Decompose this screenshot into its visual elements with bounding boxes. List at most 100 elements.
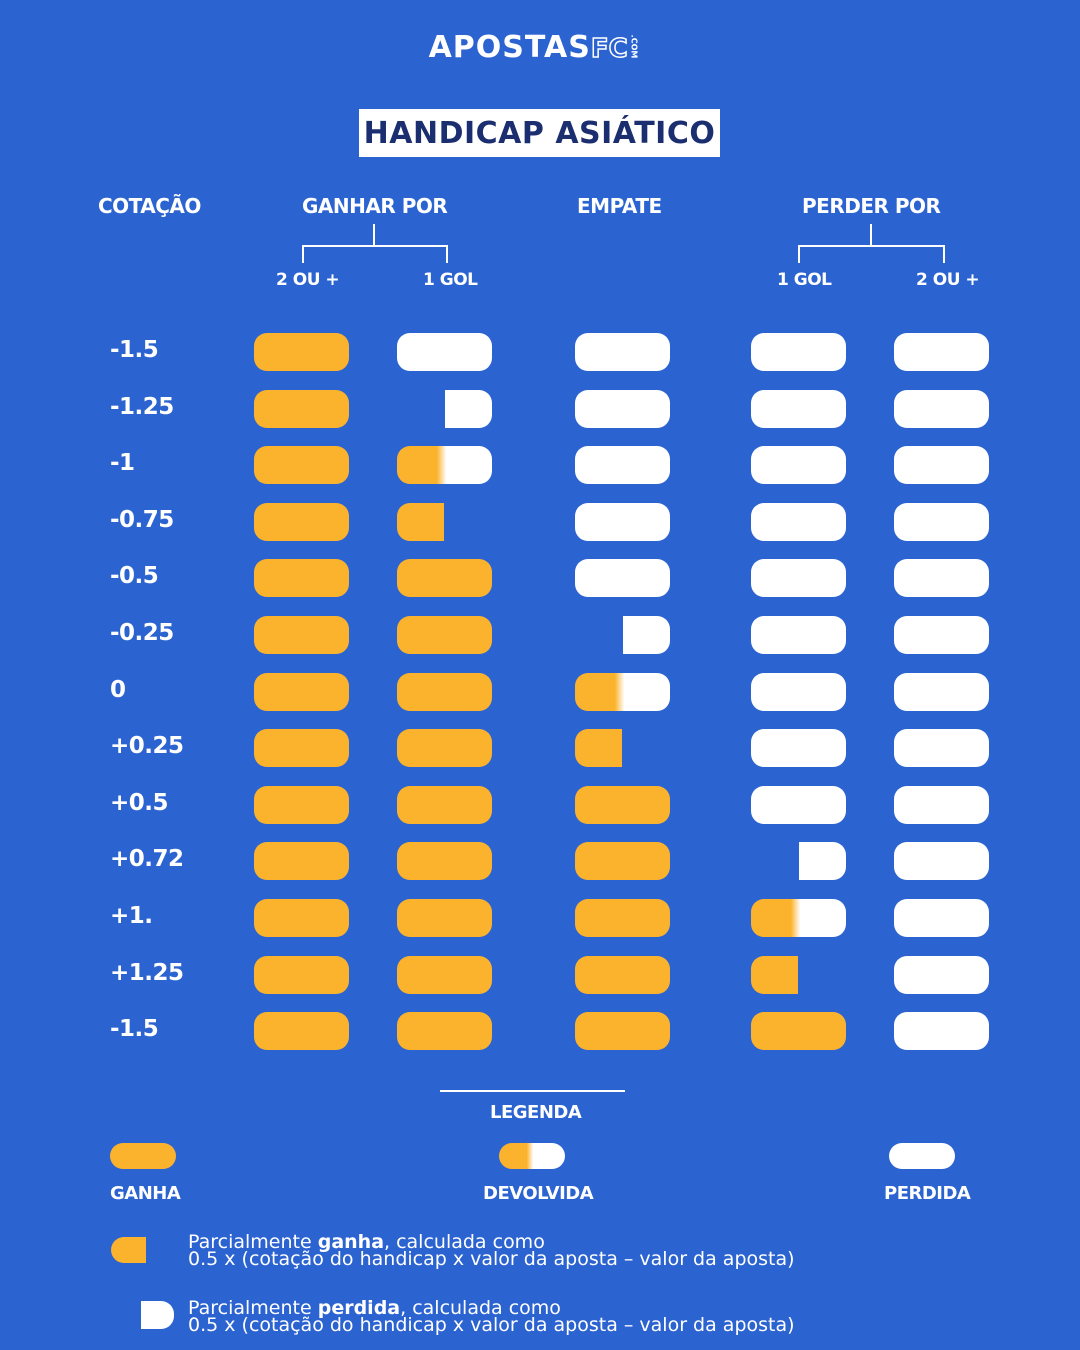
legend-perdida-label: PERDIDA: [884, 1183, 971, 1204]
row-label: -1.25: [110, 394, 174, 420]
cell-ganhar_1-parcialmente_ganha: [397, 503, 444, 541]
cell-perder_2-perdida: [894, 842, 989, 880]
cell-empate-perdida: [575, 333, 670, 371]
row-label: +1.: [110, 903, 153, 929]
row-label: -1.5: [110, 1016, 159, 1042]
header-ganhar-por: GANHAR POR: [302, 194, 448, 218]
note-ganha-pre: Parcialmente: [188, 1231, 318, 1253]
cell-empate-perdida: [575, 446, 670, 484]
cell-perder_2-perdida: [894, 1012, 989, 1050]
subheader-perder-2: 2 OU +: [916, 270, 980, 290]
cell-empate-parcialmente_perdida: [623, 616, 670, 654]
header-perder-por: PERDER POR: [802, 194, 941, 218]
cell-perder_2-perdida: [894, 333, 989, 371]
cell-empate-perdida: [575, 390, 670, 428]
cell-perder_1-perdida: [751, 673, 846, 711]
cell-perder_2-perdida: [894, 786, 989, 824]
cell-ganhar_1-parcialmente_perdida: [445, 390, 492, 428]
cell-ganhar_2-ganha: [254, 559, 349, 597]
cell-perder_2-perdida: [894, 673, 989, 711]
perder-bracket-stem: [870, 224, 872, 246]
brand-main: APOSTAS: [428, 30, 591, 65]
cell-ganhar_1-ganha: [397, 786, 492, 824]
cell-perder_1-ganha: [751, 1012, 846, 1050]
cell-empate-ganha: [575, 786, 670, 824]
legend-devolvida-label: DEVOLVIDA: [483, 1183, 594, 1204]
row-label: -0.5: [110, 563, 159, 589]
note-perdida-formula: 0.5 x (cotação do handicap x valor da ap…: [188, 1314, 795, 1336]
ganhar-bracket-stem: [373, 224, 375, 246]
cell-ganhar_1-devolvida: [397, 446, 492, 484]
note-ganha-bold: ganha: [317, 1231, 385, 1253]
cell-ganhar_1-ganha: [397, 729, 492, 767]
cell-ganhar_2-ganha: [254, 390, 349, 428]
row-label: 0: [110, 677, 126, 703]
row-label: +0.25: [110, 733, 184, 759]
page-title: HANDICAP ASIÁTICO: [359, 109, 720, 157]
cell-ganhar_2-ganha: [254, 673, 349, 711]
cell-perder_2-perdida: [894, 729, 989, 767]
cell-ganhar_2-ganha: [254, 786, 349, 824]
note-ganha-post: , calculada como: [384, 1231, 545, 1253]
legend-devolvida-swatch: [499, 1143, 565, 1169]
row-label: -0.75: [110, 507, 174, 533]
brand-logo: APOSTASFC.COM: [0, 30, 1080, 65]
cell-perder_2-perdida: [894, 956, 989, 994]
row-label: +0.72: [110, 846, 184, 872]
cell-ganhar_2-ganha: [254, 1012, 349, 1050]
cell-empate-ganha: [575, 956, 670, 994]
cell-empate-ganha: [575, 1012, 670, 1050]
legend-ganha-label: GANHA: [110, 1183, 181, 1204]
cell-empate-devolvida: [575, 673, 670, 711]
cell-ganhar_2-ganha: [254, 956, 349, 994]
cell-ganhar_2-ganha: [254, 333, 349, 371]
ganhar-bracket: [302, 245, 448, 263]
legend-perdida-swatch: [889, 1143, 955, 1169]
cell-perder_1-perdida: [751, 786, 846, 824]
cell-empate-perdida: [575, 503, 670, 541]
cell-perder_1-perdida: [751, 559, 846, 597]
cell-perder_1-parcialmente_perdida: [799, 842, 846, 880]
row-label: +1.25: [110, 960, 184, 986]
cell-ganhar_1-ganha: [397, 956, 492, 994]
cell-ganhar_2-ganha: [254, 842, 349, 880]
cell-perder_1-devolvida: [751, 899, 846, 937]
perder-bracket: [798, 245, 945, 263]
cell-ganhar_1-ganha: [397, 1012, 492, 1050]
cell-empate-ganha: [575, 899, 670, 937]
cell-ganhar_1-ganha: [397, 842, 492, 880]
partial-ganha-swatch: [111, 1237, 146, 1263]
note-ganha-formula: 0.5 x (cotação do handicap x valor da ap…: [188, 1248, 795, 1270]
brand-com: .COM: [629, 34, 639, 59]
header-cotacao: COTAÇÃO: [98, 194, 201, 218]
row-label: -1.5: [110, 337, 159, 363]
cell-perder_1-perdida: [751, 503, 846, 541]
cell-perder_2-perdida: [894, 390, 989, 428]
cell-ganhar_2-ganha: [254, 503, 349, 541]
cell-perder_1-perdida: [751, 333, 846, 371]
cell-perder_2-perdida: [894, 616, 989, 654]
subheader-ganhar-1: 1 GOL: [423, 270, 478, 290]
cell-perder_1-parcialmente_ganha: [751, 956, 798, 994]
note-partial-perdida: Parcialmente perdida, calculada como 0.5…: [188, 1297, 795, 1336]
cell-perder_1-perdida: [751, 729, 846, 767]
cell-ganhar_2-ganha: [254, 446, 349, 484]
legend-title: LEGENDA: [490, 1102, 582, 1123]
cell-ganhar_1-ganha: [397, 673, 492, 711]
cell-perder_2-perdida: [894, 559, 989, 597]
cell-perder_1-perdida: [751, 390, 846, 428]
cell-ganhar_2-ganha: [254, 899, 349, 937]
cell-perder_1-perdida: [751, 446, 846, 484]
cell-ganhar_1-perdida: [397, 333, 492, 371]
cell-ganhar_1-ganha: [397, 899, 492, 937]
cell-empate-ganha: [575, 842, 670, 880]
cell-perder_2-perdida: [894, 899, 989, 937]
partial-perdida-swatch: [141, 1301, 174, 1329]
note-partial-ganha: Parcialmente ganha, calculada como 0.5 x…: [188, 1231, 795, 1270]
cell-ganhar_2-ganha: [254, 729, 349, 767]
row-label: -0.25: [110, 620, 174, 646]
note-perdida-post: , calculada como: [400, 1297, 561, 1319]
row-label: +0.5: [110, 790, 169, 816]
cell-empate-parcialmente_ganha: [575, 729, 622, 767]
brand-fc: FC: [590, 33, 628, 65]
